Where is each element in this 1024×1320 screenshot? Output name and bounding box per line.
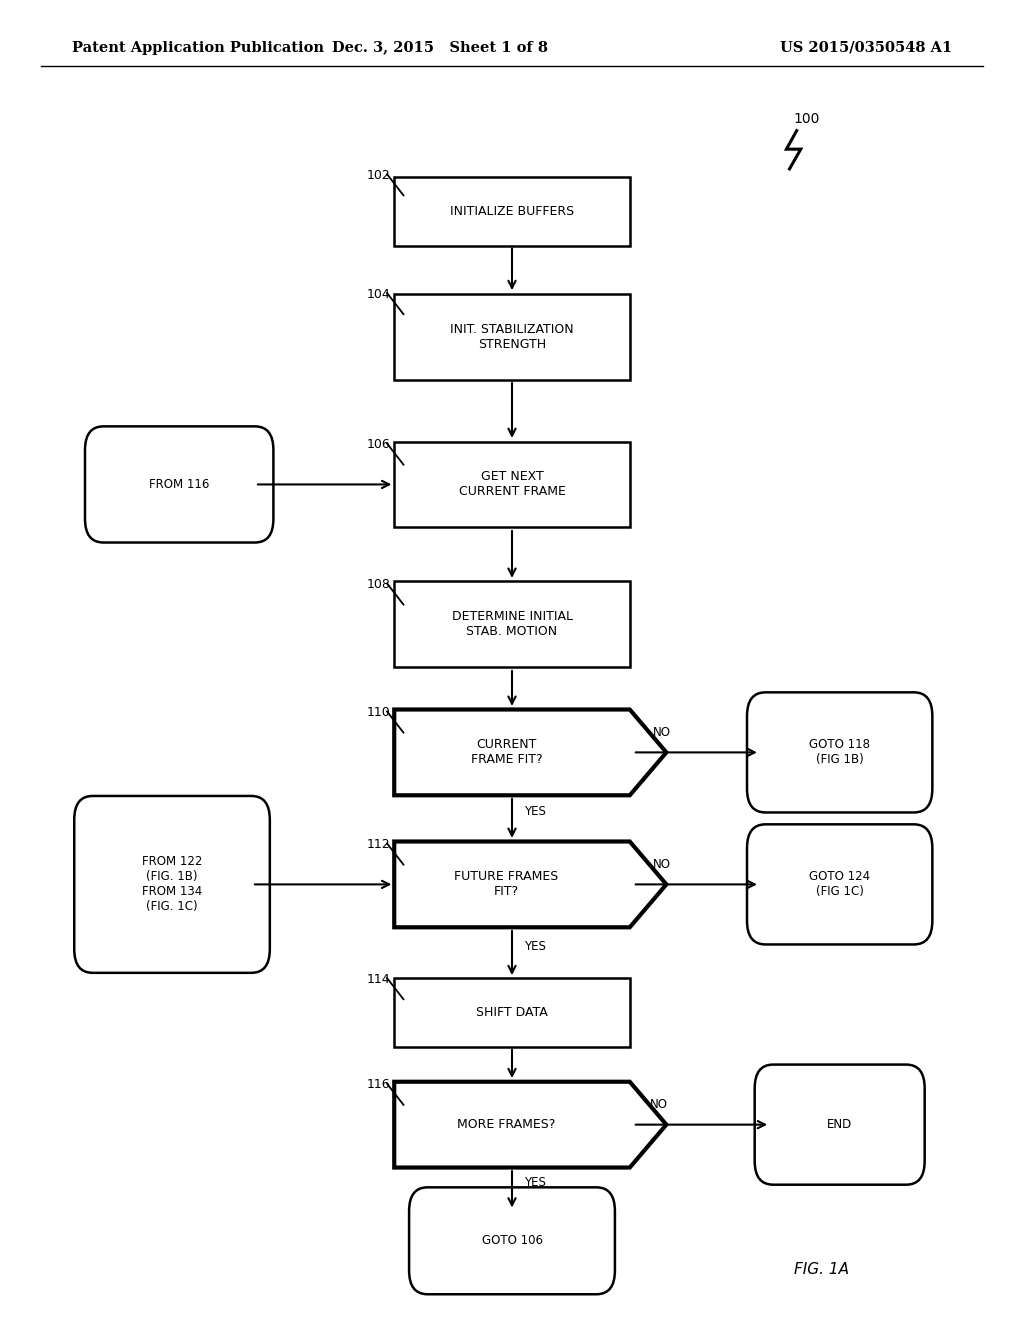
FancyBboxPatch shape: [394, 293, 630, 380]
Text: YES: YES: [524, 940, 546, 953]
Text: 110: 110: [367, 706, 390, 719]
Text: US 2015/0350548 A1: US 2015/0350548 A1: [780, 41, 952, 54]
Text: 108: 108: [367, 578, 390, 591]
FancyBboxPatch shape: [755, 1064, 925, 1185]
Text: FROM 116: FROM 116: [150, 478, 209, 491]
Text: 112: 112: [367, 838, 390, 851]
Text: 106: 106: [367, 438, 390, 451]
Text: END: END: [827, 1118, 852, 1131]
Text: INITIALIZE BUFFERS: INITIALIZE BUFFERS: [450, 205, 574, 218]
Text: FIG. 1A: FIG. 1A: [794, 1262, 849, 1278]
Text: GOTO 106: GOTO 106: [481, 1234, 543, 1247]
Text: 116: 116: [367, 1078, 390, 1092]
Text: FUTURE FRAMES
FIT?: FUTURE FRAMES FIT?: [455, 870, 559, 899]
Text: MORE FRAMES?: MORE FRAMES?: [458, 1118, 556, 1131]
Text: GET NEXT
CURRENT FRAME: GET NEXT CURRENT FRAME: [459, 470, 565, 499]
Text: NO: NO: [653, 858, 672, 871]
FancyBboxPatch shape: [409, 1188, 614, 1294]
FancyBboxPatch shape: [75, 796, 270, 973]
Text: INIT. STABILIZATION
STRENGTH: INIT. STABILIZATION STRENGTH: [451, 322, 573, 351]
Polygon shape: [394, 1082, 667, 1168]
FancyBboxPatch shape: [394, 978, 630, 1047]
Text: SHIFT DATA: SHIFT DATA: [476, 1006, 548, 1019]
Text: 100: 100: [794, 112, 820, 125]
FancyBboxPatch shape: [394, 177, 630, 246]
Text: GOTO 118
(FIG 1B): GOTO 118 (FIG 1B): [809, 738, 870, 767]
Text: FROM 122
(FIG. 1B)
FROM 134
(FIG. 1C): FROM 122 (FIG. 1B) FROM 134 (FIG. 1C): [142, 855, 202, 913]
Text: NO: NO: [653, 726, 672, 739]
Text: CURRENT
FRAME FIT?: CURRENT FRAME FIT?: [471, 738, 543, 767]
FancyBboxPatch shape: [746, 824, 932, 945]
Text: NO: NO: [650, 1098, 669, 1111]
Text: Patent Application Publication: Patent Application Publication: [72, 41, 324, 54]
FancyBboxPatch shape: [394, 581, 630, 667]
Text: GOTO 124
(FIG 1C): GOTO 124 (FIG 1C): [809, 870, 870, 899]
FancyBboxPatch shape: [85, 426, 273, 543]
Text: 104: 104: [367, 288, 390, 301]
FancyBboxPatch shape: [746, 693, 932, 813]
Text: 102: 102: [367, 169, 390, 182]
Polygon shape: [394, 710, 667, 795]
Polygon shape: [394, 842, 667, 927]
Text: Dec. 3, 2015   Sheet 1 of 8: Dec. 3, 2015 Sheet 1 of 8: [333, 41, 548, 54]
FancyBboxPatch shape: [394, 441, 630, 527]
Text: YES: YES: [524, 1176, 546, 1189]
Text: YES: YES: [524, 805, 546, 818]
Text: DETERMINE INITIAL
STAB. MOTION: DETERMINE INITIAL STAB. MOTION: [452, 610, 572, 639]
Text: 114: 114: [367, 973, 390, 986]
